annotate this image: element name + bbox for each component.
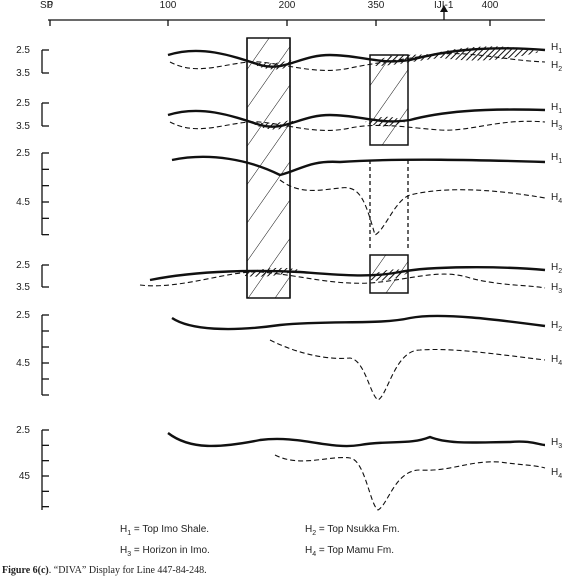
scale-label: 2.5 — [16, 45, 30, 56]
curve-label: H4 — [551, 192, 562, 205]
legend-entry: H1 = Top Imo Shale. — [120, 524, 209, 537]
curve-label: H3 — [551, 437, 562, 450]
hatched-zones — [245, 37, 540, 299]
subscript: 3 — [127, 551, 131, 558]
horizons — [139, 47, 546, 511]
curve-label: H3 — [551, 282, 562, 295]
symbol: H — [551, 42, 558, 53]
curve-label: H2 — [551, 60, 562, 73]
subscript: 1 — [127, 530, 131, 537]
scale-label: 3.5 — [16, 121, 30, 132]
symbol: H — [305, 524, 312, 535]
curve-label: H4 — [551, 467, 562, 480]
symbol: H — [305, 545, 312, 556]
sp-label: 350 — [368, 0, 385, 11]
scale-label: 45 — [19, 471, 31, 482]
subscript: 4 — [558, 360, 562, 367]
symbol: H — [551, 102, 558, 113]
curve-label: H1 — [551, 152, 562, 165]
subscript: 2 — [558, 66, 562, 73]
text: = Top Mamu Fm. — [316, 545, 394, 556]
subscript: 1 — [558, 108, 562, 115]
subscript: 4 — [312, 551, 316, 558]
legend-entry: H4 = Top Mamu Fm. — [305, 545, 394, 558]
curve-label: H3 — [551, 119, 562, 132]
symbol: H — [551, 192, 558, 203]
symbol: H — [551, 437, 558, 448]
legend-entry: H3 = Horizon in Imo. — [120, 545, 210, 558]
curve-label: H2 — [551, 320, 562, 333]
symbol: H — [551, 467, 558, 478]
symbol: H — [551, 354, 558, 365]
text: = Top Imo Shale. — [131, 524, 209, 535]
scale-label: 4.5 — [16, 358, 30, 369]
symbol: H — [120, 545, 127, 556]
curve-label: H4 — [551, 354, 562, 367]
curve-label: H1 — [551, 102, 562, 115]
scale-label: 2.5 — [16, 98, 30, 109]
symbol: H — [120, 524, 127, 535]
scale-label: 2.5 — [16, 148, 30, 159]
subscript: 4 — [558, 198, 562, 205]
subscript: 2 — [312, 530, 316, 537]
legend-entry: H2 = Top Nsukka Fm. — [305, 524, 400, 537]
scale-label: 2.5 — [16, 425, 30, 436]
text: = Horizon in Imo. — [131, 545, 210, 556]
symbol: H — [551, 282, 558, 293]
symbol: H — [551, 119, 558, 130]
text: = Top Nsukka Fm. — [316, 524, 399, 535]
symbol: H — [551, 60, 558, 71]
well-label: IJI-1 — [434, 0, 454, 11]
symbol: H — [551, 320, 558, 331]
subscript: 2 — [558, 326, 562, 333]
scale-label: 4.5 — [16, 197, 30, 208]
scale-label: 3.5 — [16, 68, 30, 79]
axis-title: SP — [40, 0, 54, 11]
symbol: H — [551, 262, 558, 273]
subscript: 1 — [558, 158, 562, 165]
caption-text: . “DIVA” Display for Line 447-84-248. — [49, 565, 207, 576]
subscript: 3 — [558, 443, 562, 450]
sp-label: 200 — [279, 0, 296, 11]
caption: Figure 6(c). “DIVA” Display for Line 447… — [2, 565, 207, 576]
subscript: 1 — [558, 48, 562, 55]
scale-label: 2.5 — [16, 310, 30, 321]
well-arrow-head — [440, 5, 448, 12]
subscript: 4 — [558, 473, 562, 480]
sp-label: 0 — [47, 0, 53, 11]
sp-label: 100 — [160, 0, 177, 11]
subscript: 3 — [558, 288, 562, 295]
sp-label: 400 — [482, 0, 499, 11]
curve-label: H1 — [551, 42, 562, 55]
caption-label: Figure 6(c) — [2, 565, 49, 576]
subscript: 2 — [558, 268, 562, 275]
subscript: 3 — [558, 125, 562, 132]
scale-label: 2.5 — [16, 260, 30, 271]
scale-label: 3.5 — [16, 282, 30, 293]
curve-label: H2 — [551, 262, 562, 275]
symbol: H — [551, 152, 558, 163]
